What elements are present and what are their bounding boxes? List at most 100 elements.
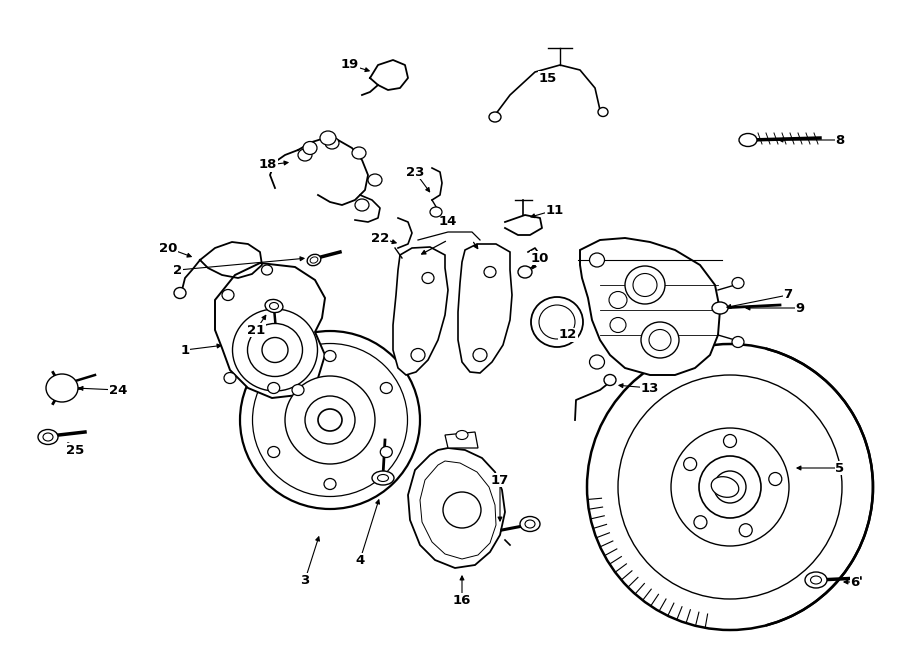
Text: 9: 9 bbox=[796, 301, 805, 315]
Text: 20: 20 bbox=[158, 241, 177, 254]
Text: 12: 12 bbox=[559, 329, 577, 342]
Ellipse shape bbox=[43, 433, 53, 441]
Text: 21: 21 bbox=[247, 323, 266, 336]
Ellipse shape bbox=[739, 524, 752, 537]
Ellipse shape bbox=[590, 355, 605, 369]
Polygon shape bbox=[408, 448, 505, 568]
Ellipse shape bbox=[732, 278, 744, 288]
Text: 13: 13 bbox=[641, 381, 659, 395]
Ellipse shape bbox=[305, 396, 355, 444]
Ellipse shape bbox=[520, 516, 540, 531]
Text: 4: 4 bbox=[356, 553, 364, 566]
Ellipse shape bbox=[381, 446, 392, 457]
Ellipse shape bbox=[320, 131, 336, 145]
Ellipse shape bbox=[484, 266, 496, 278]
Ellipse shape bbox=[811, 576, 822, 584]
Ellipse shape bbox=[610, 317, 626, 332]
Ellipse shape bbox=[684, 457, 697, 471]
Ellipse shape bbox=[372, 471, 394, 485]
Ellipse shape bbox=[649, 329, 671, 350]
Ellipse shape bbox=[266, 299, 283, 313]
Ellipse shape bbox=[174, 288, 186, 299]
Text: 25: 25 bbox=[66, 444, 84, 457]
Ellipse shape bbox=[298, 149, 312, 161]
Ellipse shape bbox=[232, 309, 318, 391]
Ellipse shape bbox=[253, 344, 408, 496]
Ellipse shape bbox=[430, 207, 442, 217]
Ellipse shape bbox=[422, 272, 434, 284]
Ellipse shape bbox=[525, 520, 535, 528]
Ellipse shape bbox=[224, 373, 236, 383]
Polygon shape bbox=[445, 432, 478, 448]
Text: 14: 14 bbox=[439, 215, 457, 228]
Ellipse shape bbox=[303, 141, 317, 155]
Polygon shape bbox=[458, 244, 512, 373]
Ellipse shape bbox=[489, 112, 501, 122]
Ellipse shape bbox=[618, 375, 842, 599]
Ellipse shape bbox=[625, 266, 665, 304]
Ellipse shape bbox=[411, 348, 425, 362]
Ellipse shape bbox=[473, 348, 487, 362]
Ellipse shape bbox=[318, 409, 342, 431]
Text: 16: 16 bbox=[453, 594, 472, 607]
Text: 7: 7 bbox=[783, 288, 793, 301]
Ellipse shape bbox=[699, 456, 761, 518]
Text: 8: 8 bbox=[835, 134, 844, 147]
Text: 19: 19 bbox=[341, 59, 359, 71]
Ellipse shape bbox=[712, 302, 728, 314]
Text: 18: 18 bbox=[259, 159, 277, 171]
Ellipse shape bbox=[724, 434, 736, 447]
Polygon shape bbox=[420, 461, 496, 559]
Ellipse shape bbox=[604, 375, 616, 385]
Ellipse shape bbox=[609, 292, 627, 309]
Ellipse shape bbox=[711, 477, 739, 497]
Text: 5: 5 bbox=[835, 461, 844, 475]
Text: 1: 1 bbox=[180, 344, 190, 356]
Text: 6: 6 bbox=[850, 576, 860, 588]
Ellipse shape bbox=[587, 344, 873, 630]
Polygon shape bbox=[580, 238, 720, 375]
Ellipse shape bbox=[518, 266, 532, 278]
Ellipse shape bbox=[262, 338, 288, 362]
Ellipse shape bbox=[531, 297, 583, 347]
Ellipse shape bbox=[240, 331, 420, 509]
Ellipse shape bbox=[714, 471, 746, 503]
Ellipse shape bbox=[262, 265, 273, 275]
Text: 24: 24 bbox=[109, 383, 127, 397]
Ellipse shape bbox=[267, 383, 280, 393]
Text: 15: 15 bbox=[539, 71, 557, 85]
Polygon shape bbox=[393, 247, 448, 375]
Text: 10: 10 bbox=[531, 251, 549, 264]
Ellipse shape bbox=[590, 253, 605, 267]
Text: 2: 2 bbox=[174, 264, 183, 276]
Ellipse shape bbox=[46, 374, 78, 402]
Ellipse shape bbox=[248, 323, 302, 377]
Ellipse shape bbox=[292, 385, 304, 395]
Ellipse shape bbox=[368, 174, 382, 186]
Ellipse shape bbox=[269, 303, 278, 309]
Text: 23: 23 bbox=[406, 165, 424, 178]
Text: 11: 11 bbox=[546, 204, 564, 217]
Ellipse shape bbox=[355, 199, 369, 211]
Ellipse shape bbox=[285, 376, 375, 464]
Polygon shape bbox=[215, 263, 325, 398]
Text: 22: 22 bbox=[371, 231, 389, 245]
Ellipse shape bbox=[324, 479, 336, 490]
Ellipse shape bbox=[325, 137, 339, 149]
Ellipse shape bbox=[267, 446, 280, 457]
Ellipse shape bbox=[769, 473, 782, 486]
Ellipse shape bbox=[443, 492, 481, 528]
Ellipse shape bbox=[739, 134, 757, 147]
Ellipse shape bbox=[641, 322, 679, 358]
Text: 17: 17 bbox=[491, 473, 509, 486]
Ellipse shape bbox=[598, 108, 608, 116]
Ellipse shape bbox=[310, 257, 318, 263]
Ellipse shape bbox=[633, 274, 657, 297]
Ellipse shape bbox=[307, 254, 320, 266]
Ellipse shape bbox=[352, 147, 366, 159]
Ellipse shape bbox=[805, 572, 827, 588]
Ellipse shape bbox=[671, 428, 789, 546]
Ellipse shape bbox=[377, 475, 389, 481]
Text: 3: 3 bbox=[301, 574, 310, 586]
Ellipse shape bbox=[456, 430, 468, 440]
